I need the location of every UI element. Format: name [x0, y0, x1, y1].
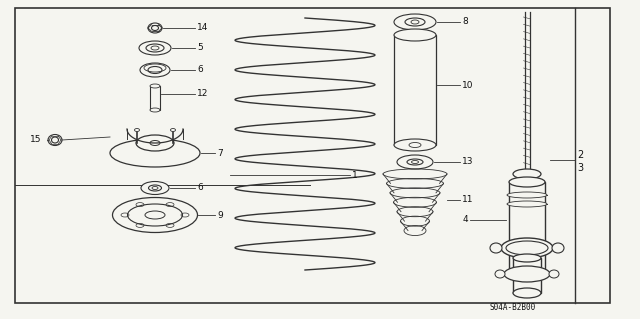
Ellipse shape [495, 270, 505, 278]
Text: 4: 4 [462, 216, 468, 225]
Ellipse shape [511, 178, 543, 186]
Text: 5: 5 [197, 43, 203, 53]
Ellipse shape [113, 197, 198, 233]
Ellipse shape [394, 29, 436, 41]
Text: 12: 12 [197, 90, 209, 99]
Text: 11: 11 [462, 196, 474, 204]
Text: 1: 1 [352, 170, 358, 180]
Ellipse shape [48, 135, 62, 145]
Ellipse shape [501, 238, 553, 258]
Ellipse shape [507, 192, 547, 198]
Text: 9: 9 [217, 211, 223, 219]
Text: 14: 14 [197, 24, 209, 33]
Ellipse shape [110, 139, 200, 167]
Ellipse shape [139, 41, 171, 55]
Ellipse shape [170, 129, 175, 131]
Ellipse shape [507, 201, 547, 207]
Ellipse shape [552, 243, 564, 253]
Text: 6: 6 [197, 65, 203, 75]
Bar [513, 258, 541, 293]
Text: 10: 10 [462, 80, 474, 90]
Ellipse shape [490, 243, 502, 253]
Ellipse shape [136, 135, 174, 151]
Ellipse shape [150, 84, 160, 88]
Ellipse shape [394, 14, 436, 30]
Ellipse shape [509, 177, 545, 187]
Ellipse shape [134, 129, 140, 131]
Bar [150, 86, 160, 110]
Ellipse shape [504, 266, 550, 282]
Bar [509, 182, 545, 275]
Ellipse shape [509, 270, 545, 280]
Bar [394, 35, 436, 145]
Ellipse shape [394, 139, 436, 151]
Text: 7: 7 [217, 149, 223, 158]
Ellipse shape [513, 288, 541, 298]
Text: 15: 15 [30, 136, 42, 145]
Text: 3: 3 [577, 163, 583, 173]
Text: 13: 13 [462, 158, 474, 167]
Text: 2: 2 [577, 150, 583, 160]
Ellipse shape [148, 23, 162, 33]
Ellipse shape [141, 182, 169, 195]
Ellipse shape [513, 169, 541, 179]
Ellipse shape [150, 108, 160, 112]
Ellipse shape [397, 155, 433, 169]
Text: 8: 8 [462, 18, 468, 26]
Ellipse shape [513, 254, 541, 262]
Text: S04A-B2B00: S04A-B2B00 [490, 303, 536, 313]
Ellipse shape [549, 270, 559, 278]
Ellipse shape [140, 63, 170, 77]
Text: 6: 6 [197, 183, 203, 192]
